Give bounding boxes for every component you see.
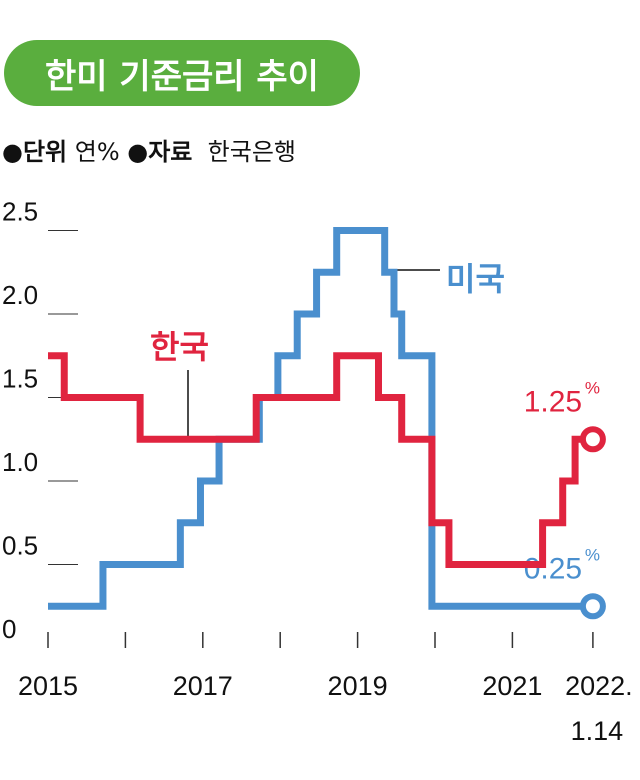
unit-value: 연% xyxy=(74,138,120,166)
end-value-label: 0.25 xyxy=(524,552,582,585)
source-value: 한국은행 xyxy=(207,138,296,166)
x-tick-label: 2019 xyxy=(328,671,388,701)
unit-label: ●단위 xyxy=(2,138,68,166)
x-tick-label: 2021 xyxy=(482,671,542,701)
chart-title: 한미 기준금리 추이 xyxy=(4,40,360,106)
series-label-korea: 한국 xyxy=(150,328,209,366)
end-value-unit: % xyxy=(585,545,600,564)
y-tick-label: 0 xyxy=(2,614,16,644)
x-tick-label: 2017 xyxy=(173,671,233,701)
y-tick-label: 2.5 xyxy=(2,197,38,227)
end-value-unit: % xyxy=(585,378,600,397)
source-label: ●자료 xyxy=(127,138,193,166)
y-tick-label: 1.0 xyxy=(2,447,38,477)
y-tick-label: 2.0 xyxy=(2,280,38,310)
chart-meta: ●단위 연% ●자료 한국은행 xyxy=(2,132,296,167)
series-end-marker xyxy=(579,593,606,620)
series-line-korea xyxy=(48,352,593,568)
y-tick-label: 0.5 xyxy=(2,531,38,561)
x-tick-label: 2022. xyxy=(565,671,633,701)
series-line-us xyxy=(48,227,593,610)
series-label-us: 미국 xyxy=(446,260,505,298)
y-tick-label: 1.5 xyxy=(2,364,38,394)
end-value-label: 1.25 xyxy=(524,385,582,418)
x-tick-label: 2015 xyxy=(18,671,78,701)
x-tick-label: 1.14 xyxy=(571,716,624,746)
series-end-marker xyxy=(579,426,606,453)
